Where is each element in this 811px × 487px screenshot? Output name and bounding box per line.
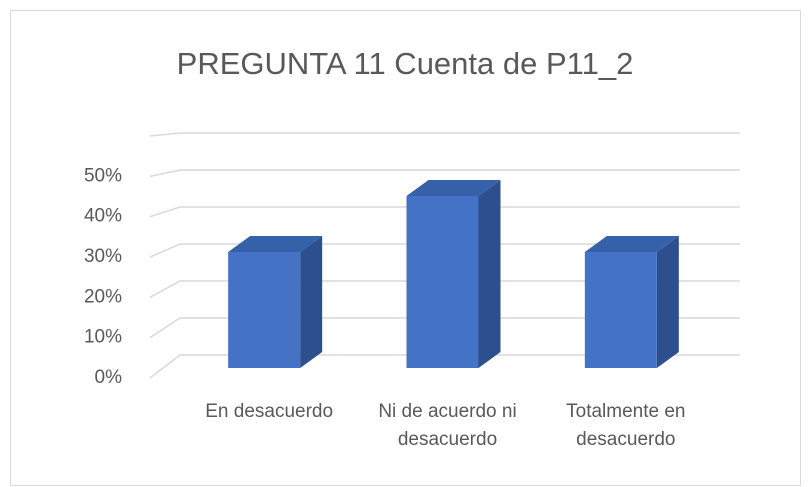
bar-side <box>656 236 679 368</box>
grid-line <box>149 169 740 178</box>
bar <box>406 196 479 368</box>
chart-title: PREGUNTA 11 Cuenta de P11_2 <box>177 46 634 81</box>
wall-edge <box>149 132 740 137</box>
x-tick-label: En desacuerdo <box>205 401 334 422</box>
grid-line <box>149 354 740 379</box>
grid-line <box>149 206 740 218</box>
y-tick-label: 30% <box>84 246 122 267</box>
bar <box>228 252 301 368</box>
y-tick-label: 50% <box>84 165 122 186</box>
grid-line <box>149 317 740 339</box>
y-tick-label: 10% <box>84 327 122 348</box>
y-tick-label: 40% <box>84 206 122 227</box>
bar-side <box>478 180 501 368</box>
bar-top <box>228 236 323 252</box>
bar <box>584 252 657 368</box>
chart-border <box>10 10 801 486</box>
grid-line <box>149 243 740 258</box>
bar-top <box>406 180 501 196</box>
bar-side <box>300 236 323 368</box>
x-tick-label: Ni de acuerdo ni desacuerdo <box>378 401 517 450</box>
grid-line <box>149 280 740 298</box>
x-tick-label: Totalmente en desacuerdo <box>566 401 686 450</box>
y-tick-label: 20% <box>84 286 122 307</box>
y-tick-label: 0% <box>95 367 123 388</box>
bar-top <box>584 236 679 252</box>
